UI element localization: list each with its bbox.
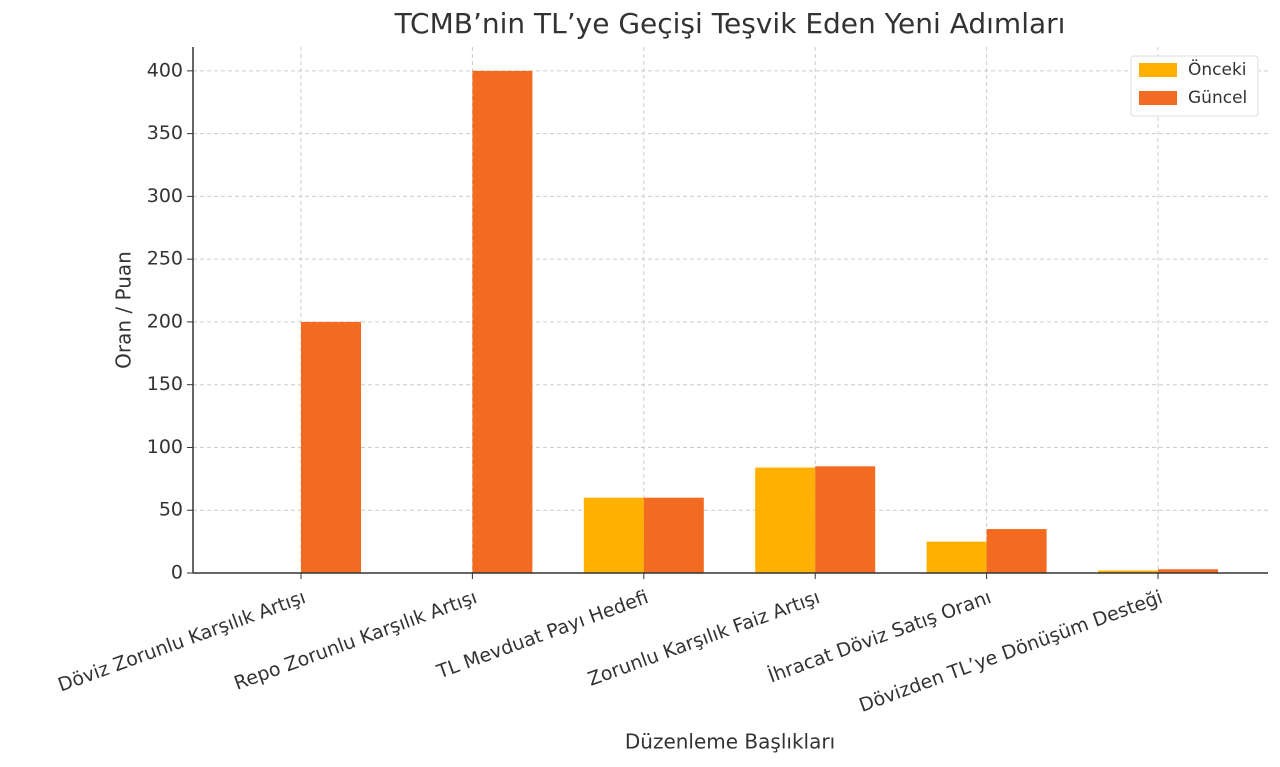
y-tick-label: 350 xyxy=(147,122,183,144)
legend-swatch xyxy=(1139,91,1177,105)
bar xyxy=(301,321,361,573)
x-axis-label: Düzenleme Başlıkları xyxy=(625,730,835,754)
y-tick-label: 150 xyxy=(147,373,183,395)
bar xyxy=(815,466,876,573)
bar xyxy=(583,497,644,573)
bar xyxy=(643,497,704,573)
y-tick-label: 100 xyxy=(147,436,183,458)
chart-title: TCMB’nin TL’ye Geçişi Teşvik Eden Yeni A… xyxy=(394,7,1066,40)
bar xyxy=(986,529,1047,573)
y-tick-label: 200 xyxy=(147,310,183,332)
y-tick-label: 400 xyxy=(147,59,183,81)
y-tick-label: 0 xyxy=(171,562,183,584)
bar xyxy=(755,467,816,573)
legend-label: Güncel xyxy=(1188,88,1247,108)
y-tick-label: 250 xyxy=(147,248,183,270)
y-tick-label: 300 xyxy=(147,185,183,207)
legend: Önceki Güncel xyxy=(1130,55,1259,117)
y-tick-label: 50 xyxy=(159,499,183,521)
bar xyxy=(1158,569,1218,573)
bar xyxy=(1098,570,1158,573)
bar xyxy=(472,70,533,574)
legend-swatch xyxy=(1139,63,1177,77)
bar xyxy=(926,541,987,573)
x-tick-label: Dövizden TL’ye Dönüşüm Desteği xyxy=(856,586,1165,717)
legend-label: Önceki xyxy=(1188,58,1247,80)
y-axis-label: Oran / Puan xyxy=(112,251,136,369)
